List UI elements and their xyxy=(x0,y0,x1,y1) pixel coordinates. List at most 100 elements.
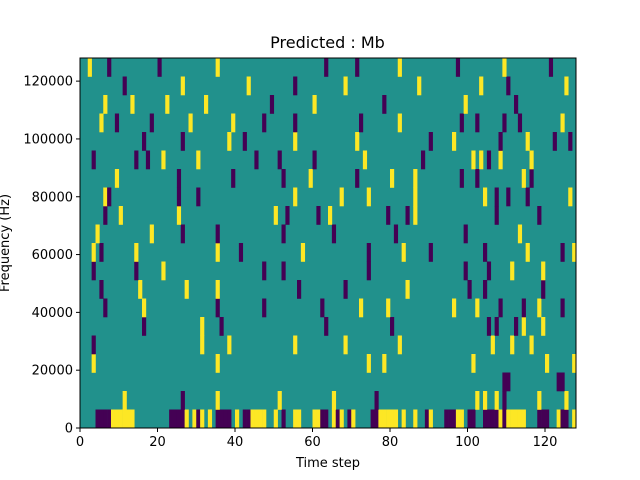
heatmap-cell xyxy=(498,132,503,151)
heatmap-cell xyxy=(483,243,488,262)
heatmap-cell xyxy=(517,224,523,244)
heatmap-cell xyxy=(452,409,457,429)
heatmap-cell xyxy=(215,58,220,77)
heatmap-cell xyxy=(200,335,205,355)
x-tick-label: 20 xyxy=(149,435,166,450)
heatmap-cell xyxy=(324,317,329,336)
heatmap-cell xyxy=(91,243,96,262)
heatmap-cell xyxy=(176,187,182,207)
heatmap-cell xyxy=(502,372,507,392)
heatmap-cell xyxy=(355,132,360,151)
y-tick-label: 40000 xyxy=(32,306,73,321)
heatmap-cell xyxy=(502,391,507,410)
heatmap-cell xyxy=(242,409,247,429)
heatmap-cell xyxy=(502,58,507,77)
heatmap-cell xyxy=(514,317,519,336)
heatmap-cell xyxy=(572,243,577,262)
heatmap-cell xyxy=(498,409,503,429)
heatmap-cell xyxy=(514,409,519,429)
heatmap-cell xyxy=(335,409,340,429)
heatmap-cell xyxy=(180,224,185,244)
heatmap-cell xyxy=(134,243,139,262)
heatmap-cell xyxy=(510,409,515,429)
heatmap-cell xyxy=(483,409,488,429)
heatmap-cell xyxy=(269,95,275,114)
heatmap-cell xyxy=(459,169,464,188)
heatmap-cell xyxy=(424,409,430,429)
heatmap-cell xyxy=(331,224,337,244)
heatmap-cell xyxy=(180,76,185,96)
heatmap-cell xyxy=(130,409,135,429)
heatmap-cell xyxy=(134,150,139,170)
heatmap-cell xyxy=(122,391,127,410)
heatmap-cell xyxy=(374,391,379,410)
heatmap-cell xyxy=(564,391,569,410)
heatmap-cell xyxy=(227,409,232,429)
heatmap-cell xyxy=(405,206,410,225)
heatmap-cell xyxy=(537,298,542,318)
heatmap-cell xyxy=(118,206,123,225)
heatmap-cell xyxy=(324,409,329,429)
heatmap-cell xyxy=(556,372,561,392)
heatmap-cell xyxy=(506,409,511,429)
heatmap-cell xyxy=(537,206,542,225)
heatmap-cell xyxy=(393,409,399,429)
heatmap-cell xyxy=(192,409,197,429)
heatmap-cell xyxy=(475,391,480,410)
heatmap-cell xyxy=(331,391,337,410)
heatmap-cell xyxy=(103,298,108,318)
heatmap-cell xyxy=(118,409,123,429)
heatmap-cell xyxy=(529,335,534,355)
heatmap-cell xyxy=(231,113,236,133)
heatmap-cell xyxy=(541,280,546,299)
heatmap-cell xyxy=(277,391,282,410)
heatmap-cell xyxy=(328,206,333,225)
heatmap-cell xyxy=(188,113,193,133)
heatmap-cell xyxy=(312,150,317,170)
heatmap-cell xyxy=(475,169,480,188)
y-tick-label: 60000 xyxy=(32,248,73,263)
heatmap-cell xyxy=(463,224,468,244)
heatmap-cell xyxy=(316,206,321,225)
heatmap-cell xyxy=(215,243,220,262)
heatmap-cell xyxy=(401,409,406,429)
heatmap-cell xyxy=(111,409,116,429)
heatmap-cell xyxy=(421,150,426,170)
heatmap-cell xyxy=(273,409,278,429)
x-tick-label: 80 xyxy=(382,435,399,450)
heatmap-cell xyxy=(386,206,391,225)
heatmap-cell xyxy=(397,58,402,77)
heatmap-cell xyxy=(355,169,360,188)
heatmap-cell xyxy=(362,150,368,170)
heatmap-cell xyxy=(490,335,495,355)
heatmap-cell xyxy=(196,150,201,170)
heatmap-cell xyxy=(184,280,189,299)
y-tick-label: 0 xyxy=(65,422,73,437)
heatmap-cell xyxy=(448,409,453,429)
heatmap-cell xyxy=(397,113,402,133)
heatmap-cell xyxy=(366,243,371,262)
heatmap-cell xyxy=(568,187,573,207)
heatmap-cell xyxy=(525,132,530,151)
heatmap-cell xyxy=(316,409,321,429)
heatmap-cell xyxy=(455,58,461,77)
heatmap-cell xyxy=(548,58,554,77)
heatmap-cell xyxy=(541,317,546,336)
heatmap-cell xyxy=(560,113,565,133)
heatmap-cell xyxy=(114,409,120,429)
heatmap-cell xyxy=(359,298,364,318)
heatmap-cell xyxy=(95,409,100,429)
heatmap-cell xyxy=(390,409,395,429)
heatmap-cell xyxy=(510,335,515,355)
heatmap-cell xyxy=(417,76,422,96)
heatmap-cell xyxy=(91,261,96,281)
heatmap-cell xyxy=(390,317,395,336)
heatmap-cell xyxy=(494,187,499,207)
heatmap-cell xyxy=(107,58,112,77)
heatmap-cell xyxy=(215,280,220,299)
y-tick-label: 80000 xyxy=(32,190,73,205)
plot-area xyxy=(79,57,577,429)
y-tick-label: 100000 xyxy=(23,132,73,147)
heatmap-cell xyxy=(293,335,298,355)
heatmap-cell xyxy=(196,187,201,207)
